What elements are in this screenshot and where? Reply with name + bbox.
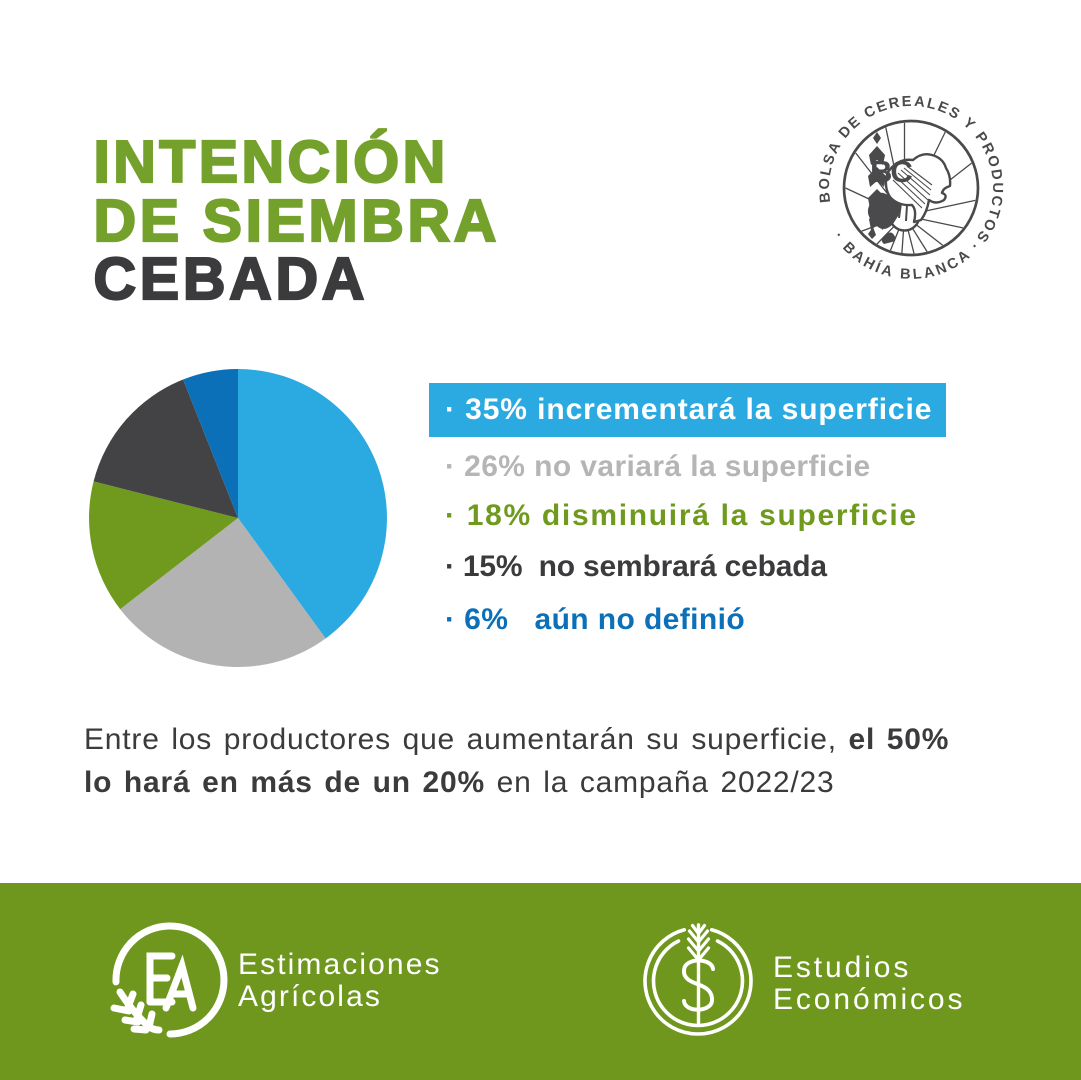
svg-text:BC: BC bbox=[870, 154, 912, 189]
